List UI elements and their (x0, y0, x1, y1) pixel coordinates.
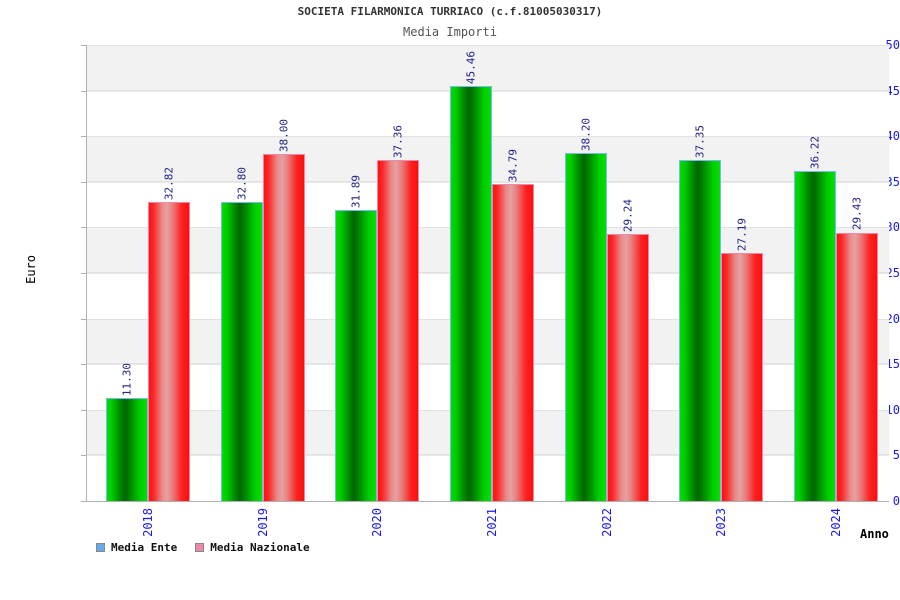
y-tick-mark (81, 318, 86, 320)
bar-media-ente[interactable]: 38.20 (564, 118, 607, 501)
y-axis-title: Euro (24, 255, 38, 284)
bar-value-label: 37.36 (391, 125, 405, 159)
bar-media-ente[interactable]: 32.80 (220, 167, 263, 501)
bar-media-nazionale[interactable]: 37.36 (377, 125, 420, 501)
y-tick-label: 30 (885, 220, 900, 235)
y-tick-mark (81, 181, 86, 183)
y-tick-mark (81, 364, 86, 366)
legend-item[interactable]: Media Ente (96, 541, 177, 554)
bar-value-label: 38.20 (579, 117, 593, 151)
x-tick-label: 2018 (141, 508, 156, 537)
x-tick-label: 2022 (599, 508, 614, 537)
bar-media-nazionale[interactable]: 29.43 (835, 197, 878, 501)
bar-media-ente[interactable]: 37.35 (679, 125, 722, 501)
x-tick-label: 2024 (828, 508, 843, 537)
bar-media-nazionale[interactable]: 38.00 (262, 119, 305, 501)
y-tick-label: 50 (885, 38, 900, 52)
y-tick-mark (81, 273, 86, 274)
bar-value-label: 36.22 (808, 135, 822, 169)
legend-label: Media Nazionale (210, 541, 310, 554)
y-tick-mark (81, 455, 86, 457)
bar-value-label: 32.80 (235, 166, 249, 200)
x-tick-label: 2019 (255, 508, 270, 537)
y-tick-mark (81, 501, 86, 502)
y-tick-mark (81, 227, 86, 229)
bar-value-label: 27.19 (735, 217, 749, 252)
legend-item[interactable]: Media Nazionale (195, 541, 310, 554)
y-tick-mark (81, 45, 86, 46)
bar-media-ente[interactable]: 31.89 (335, 175, 378, 501)
bar-value-label: 34.79 (506, 148, 520, 182)
plot-band (87, 45, 889, 91)
bar-value-label: 29.43 (850, 197, 864, 231)
plot-area: 11.30 32.82 32.80 38.00 31.89 37.36 45.46 34.79… (86, 45, 889, 502)
bar-media-ente[interactable]: 11.30 (106, 363, 149, 501)
bar-value-label: 32.82 (162, 166, 176, 200)
y-tick-label: 20 (885, 311, 900, 326)
bar-value-label: 11.30 (120, 362, 134, 396)
bar-value-label: 38.00 (277, 119, 291, 153)
bar-value-label: 29.24 (621, 199, 635, 233)
y-tick-label: 0 (892, 494, 900, 508)
bar-value-label: 31.89 (349, 175, 363, 209)
y-tick-mark (81, 90, 86, 92)
y-tick-label: 35 (885, 174, 900, 189)
bar-media-nazionale[interactable]: 27.19 (721, 218, 764, 501)
bar-media-ente[interactable]: 36.22 (793, 136, 836, 501)
bar-media-nazionale[interactable]: 32.82 (148, 167, 191, 501)
x-tick-label: 2020 (370, 508, 385, 537)
bar-value-label: 37.35 (693, 125, 707, 159)
x-tick-label: 2023 (714, 508, 729, 537)
legend-label: Media Ente (111, 541, 178, 554)
y-tick-label: 45 (885, 83, 900, 98)
x-axis-title: Anno (860, 527, 889, 541)
y-tick-label: 40 (885, 129, 900, 144)
legend-swatch-icon (96, 543, 105, 552)
y-tick-label: 25 (885, 266, 900, 280)
legend-swatch-icon (195, 543, 205, 552)
y-tick-mark (81, 409, 86, 411)
x-tick-label: 2021 (485, 508, 499, 537)
chart-title: SOCIETA FILARMONICA TURRIACO (c.f.810050… (297, 5, 603, 18)
y-tick-label: 10 (885, 402, 900, 417)
bar-media-nazionale[interactable]: 29.24 (606, 199, 649, 501)
y-tick-label: 15 (885, 357, 900, 372)
chart-subtitle: Media Importi (403, 25, 497, 39)
y-tick-mark (81, 136, 86, 138)
chart-legend: Media Ente Media Nazionale (96, 541, 310, 554)
bar-media-ente[interactable]: 45.46 (450, 51, 492, 501)
bar-value-label: 45.46 (464, 51, 478, 85)
y-tick-label: 5 (892, 448, 900, 463)
bar-media-nazionale[interactable]: 34.79 (492, 149, 534, 501)
